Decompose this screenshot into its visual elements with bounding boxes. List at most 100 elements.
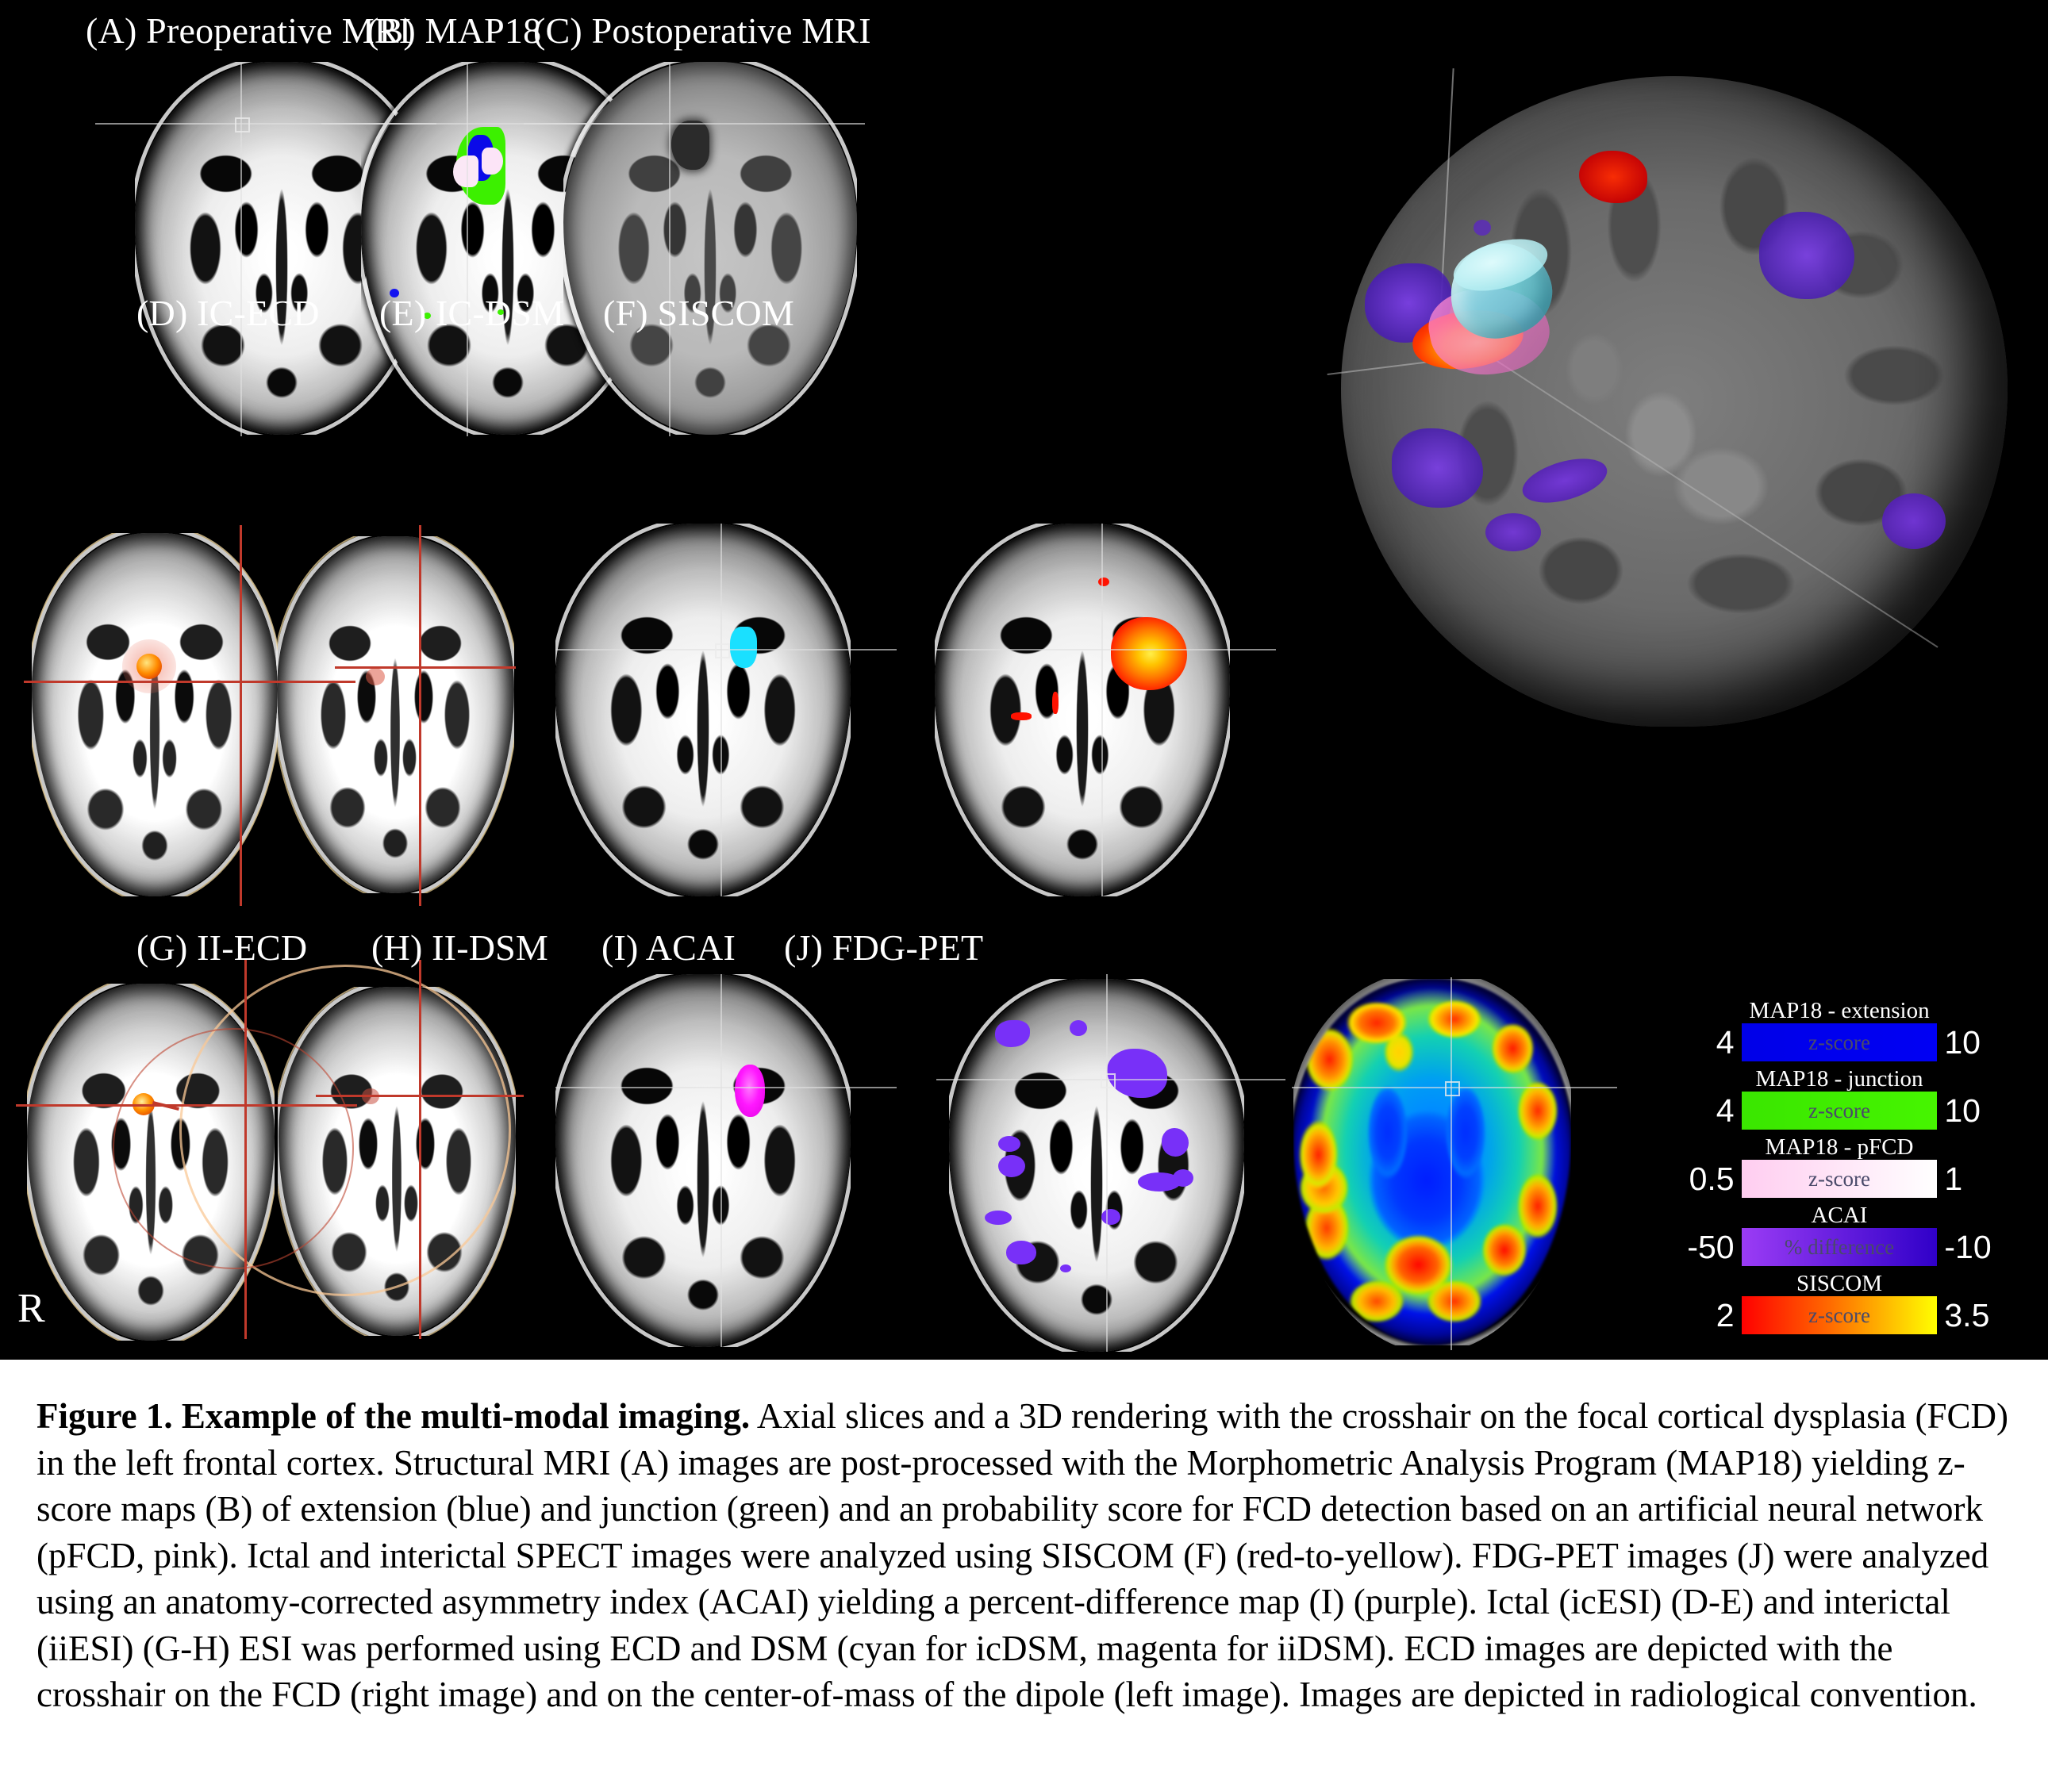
icdsm-cyan-blob [730,627,757,668]
legend-title-map18-pfcd: MAP18 - pFCD [1765,1134,1914,1160]
legend-row-map18-extension: MAP18 - extension 4 z-score 10 [1673,998,2006,1061]
legend-row-map18-junction: MAP18 - junction 4 z-score 10 [1673,1066,2006,1130]
map18-junction-speck-1 [424,313,431,319]
orientation-marker-r: R [17,1286,45,1331]
skull-outline-h [555,974,851,1347]
crosshair-red-horizontal-g-left [16,1104,357,1107]
panel-d-slice-right [276,536,514,893]
crosshair-center-j [1445,1081,1460,1096]
acai-cluster-right-mid [998,1136,1020,1152]
segmentation-contour-d-right [276,536,514,893]
legend-bar-map18-junction: z-score [1741,1092,1938,1130]
render3d-acai-speck-left [1474,220,1491,236]
panel-j-fdg-pet [1293,979,1571,1345]
render3d-acai-cluster-bottom-left [1485,513,1541,551]
crosshair-red-vertical-g-left [244,960,247,1339]
legend-title-map18-extension: MAP18 - extension [1749,998,1930,1023]
iidsm-magenta-blob [735,1065,765,1117]
panel-i-acai [949,979,1244,1352]
panel-d-ic-ecd [24,525,516,906]
panel-g-ii-ecd [16,960,524,1341]
colorbar-legend: MAP18 - extension 4 z-score 10 MAP18 - j… [1673,998,2006,1339]
figure-caption: Figure 1. Example of the multi-modal ima… [0,1360,2048,1792]
siscom-hot-blob [1111,617,1187,690]
acai-cluster-left-post-temporal-2 [1173,1169,1193,1187]
skull-outline-f [935,524,1230,896]
caption-bold-lead: Figure 1. Example of the multi-modal ima… [37,1396,751,1436]
caption-paragraph: Figure 1. Example of the multi-modal ima… [37,1393,2011,1718]
crosshair-red-horizontal-d-left [24,681,355,683]
panel-title-e: (E) IC-DSM [379,293,565,333]
skull-outline-c [563,62,857,435]
pet-colormap [1293,979,1571,1345]
legend-max-map18-pfcd: 1 [1944,1161,1963,1197]
legend-title-siscom: SISCOM [1796,1271,1882,1296]
panel-f-siscom [935,524,1230,896]
legend-unit-map18-junction: z-score [1808,1098,1870,1122]
ecd-dipole-faint-d-right [366,668,385,685]
resection-cavity-c [671,121,709,170]
panel-title-a: (A) Preoperative MRI [86,10,412,51]
legend-max-map18-extension: 10 [1944,1024,1981,1061]
panel-3d-rendering [1327,49,2025,747]
panel-title-h: (H) II-DSM [371,927,549,968]
panel-title-b: (B) MAP18 [367,10,542,51]
legend-title-map18-junction: MAP18 - junction [1755,1066,1923,1092]
acai-cluster-left-temporal [1162,1128,1189,1157]
crosshair-red-vertical-d-left [240,525,242,906]
crosshair-center-e [715,643,730,658]
legend-row-acai: ACAI -50 % difference -10 [1673,1203,2006,1266]
acai-cluster-right-insula [998,1155,1025,1177]
siscom-speck-lateral [1011,712,1032,720]
brain-3d-surface [1341,76,2008,727]
panel-c-postoperative-mri [563,62,857,435]
crosshair-center-i [1101,1073,1116,1088]
acai-cluster-main [1107,1049,1167,1098]
legend-row-siscom: SISCOM 2 z-score 3.5 [1673,1271,2006,1334]
legend-bar-acai: % difference [1741,1228,1938,1266]
panel-title-f: (F) SISCOM [603,293,795,333]
legend-unit-map18-pfcd: z-score [1808,1166,1870,1191]
caption-body: Axial slices and a 3D rendering with the… [37,1396,2008,1714]
siscom-speck-superior [1098,578,1109,586]
legend-unit-acai: % difference [1784,1234,1895,1259]
legend-bar-siscom: z-score [1741,1296,1938,1334]
legend-title-acai: ACAI [1811,1203,1868,1228]
panel-title-g: (G) II-ECD [136,927,308,968]
acai-cluster-right-frontal [995,1020,1030,1047]
skull-outline-i [949,979,1244,1352]
legend-max-map18-junction: 10 [1944,1092,1981,1129]
map18-pfcd-blob [482,148,503,175]
legend-max-acai: -10 [1944,1229,1992,1265]
crosshair-center-a [235,117,250,132]
skull-outline-e [555,524,851,896]
figure-image-area: (A) Preoperative MRI (B) MAP18 (C) Posto… [0,0,2048,1360]
legend-min-map18-extension: 4 [1716,1024,1735,1061]
legend-unit-map18-extension: z-score [1808,1030,1870,1054]
legend-bar-map18-extension: z-score [1741,1023,1938,1061]
acai-speck-posterior [1060,1264,1071,1272]
legend-min-map18-pfcd: 0.5 [1689,1161,1735,1197]
render3d-acai-cluster-top-right [1759,212,1854,299]
render3d-acai-cluster-left-lower [1392,428,1483,508]
crosshair-red-horizontal-d-right [335,666,516,669]
ecd-dipole-d [136,654,162,679]
legend-max-siscom: 3.5 [1944,1297,1990,1333]
legend-min-acai: -50 [1687,1229,1735,1265]
acai-cluster-right-occipital [985,1211,1012,1225]
panel-title-j: (J) FDG-PET [784,927,984,968]
panel-h-ii-dsm [555,974,851,1347]
legend-bar-map18-pfcd: z-score [1741,1160,1938,1198]
crosshair-red-vertical-g-right [419,960,421,1339]
map18-junction-speck-2 [498,309,504,315]
legend-min-siscom: 2 [1716,1297,1735,1333]
panel-e-ic-dsm [555,524,851,896]
ecd-confidence-circle-inner [113,1028,354,1269]
legend-unit-siscom: z-score [1808,1303,1870,1327]
map18-pfcd-blob-lower [453,155,478,187]
panel-title-d: (D) IC-ECD [136,293,320,333]
panel-title-c: (C) Postoperative MRI [533,10,871,51]
legend-min-map18-junction: 4 [1716,1092,1735,1129]
acai-cluster-midline-post [1101,1209,1120,1225]
render3d-siscom-surface [1579,151,1647,203]
